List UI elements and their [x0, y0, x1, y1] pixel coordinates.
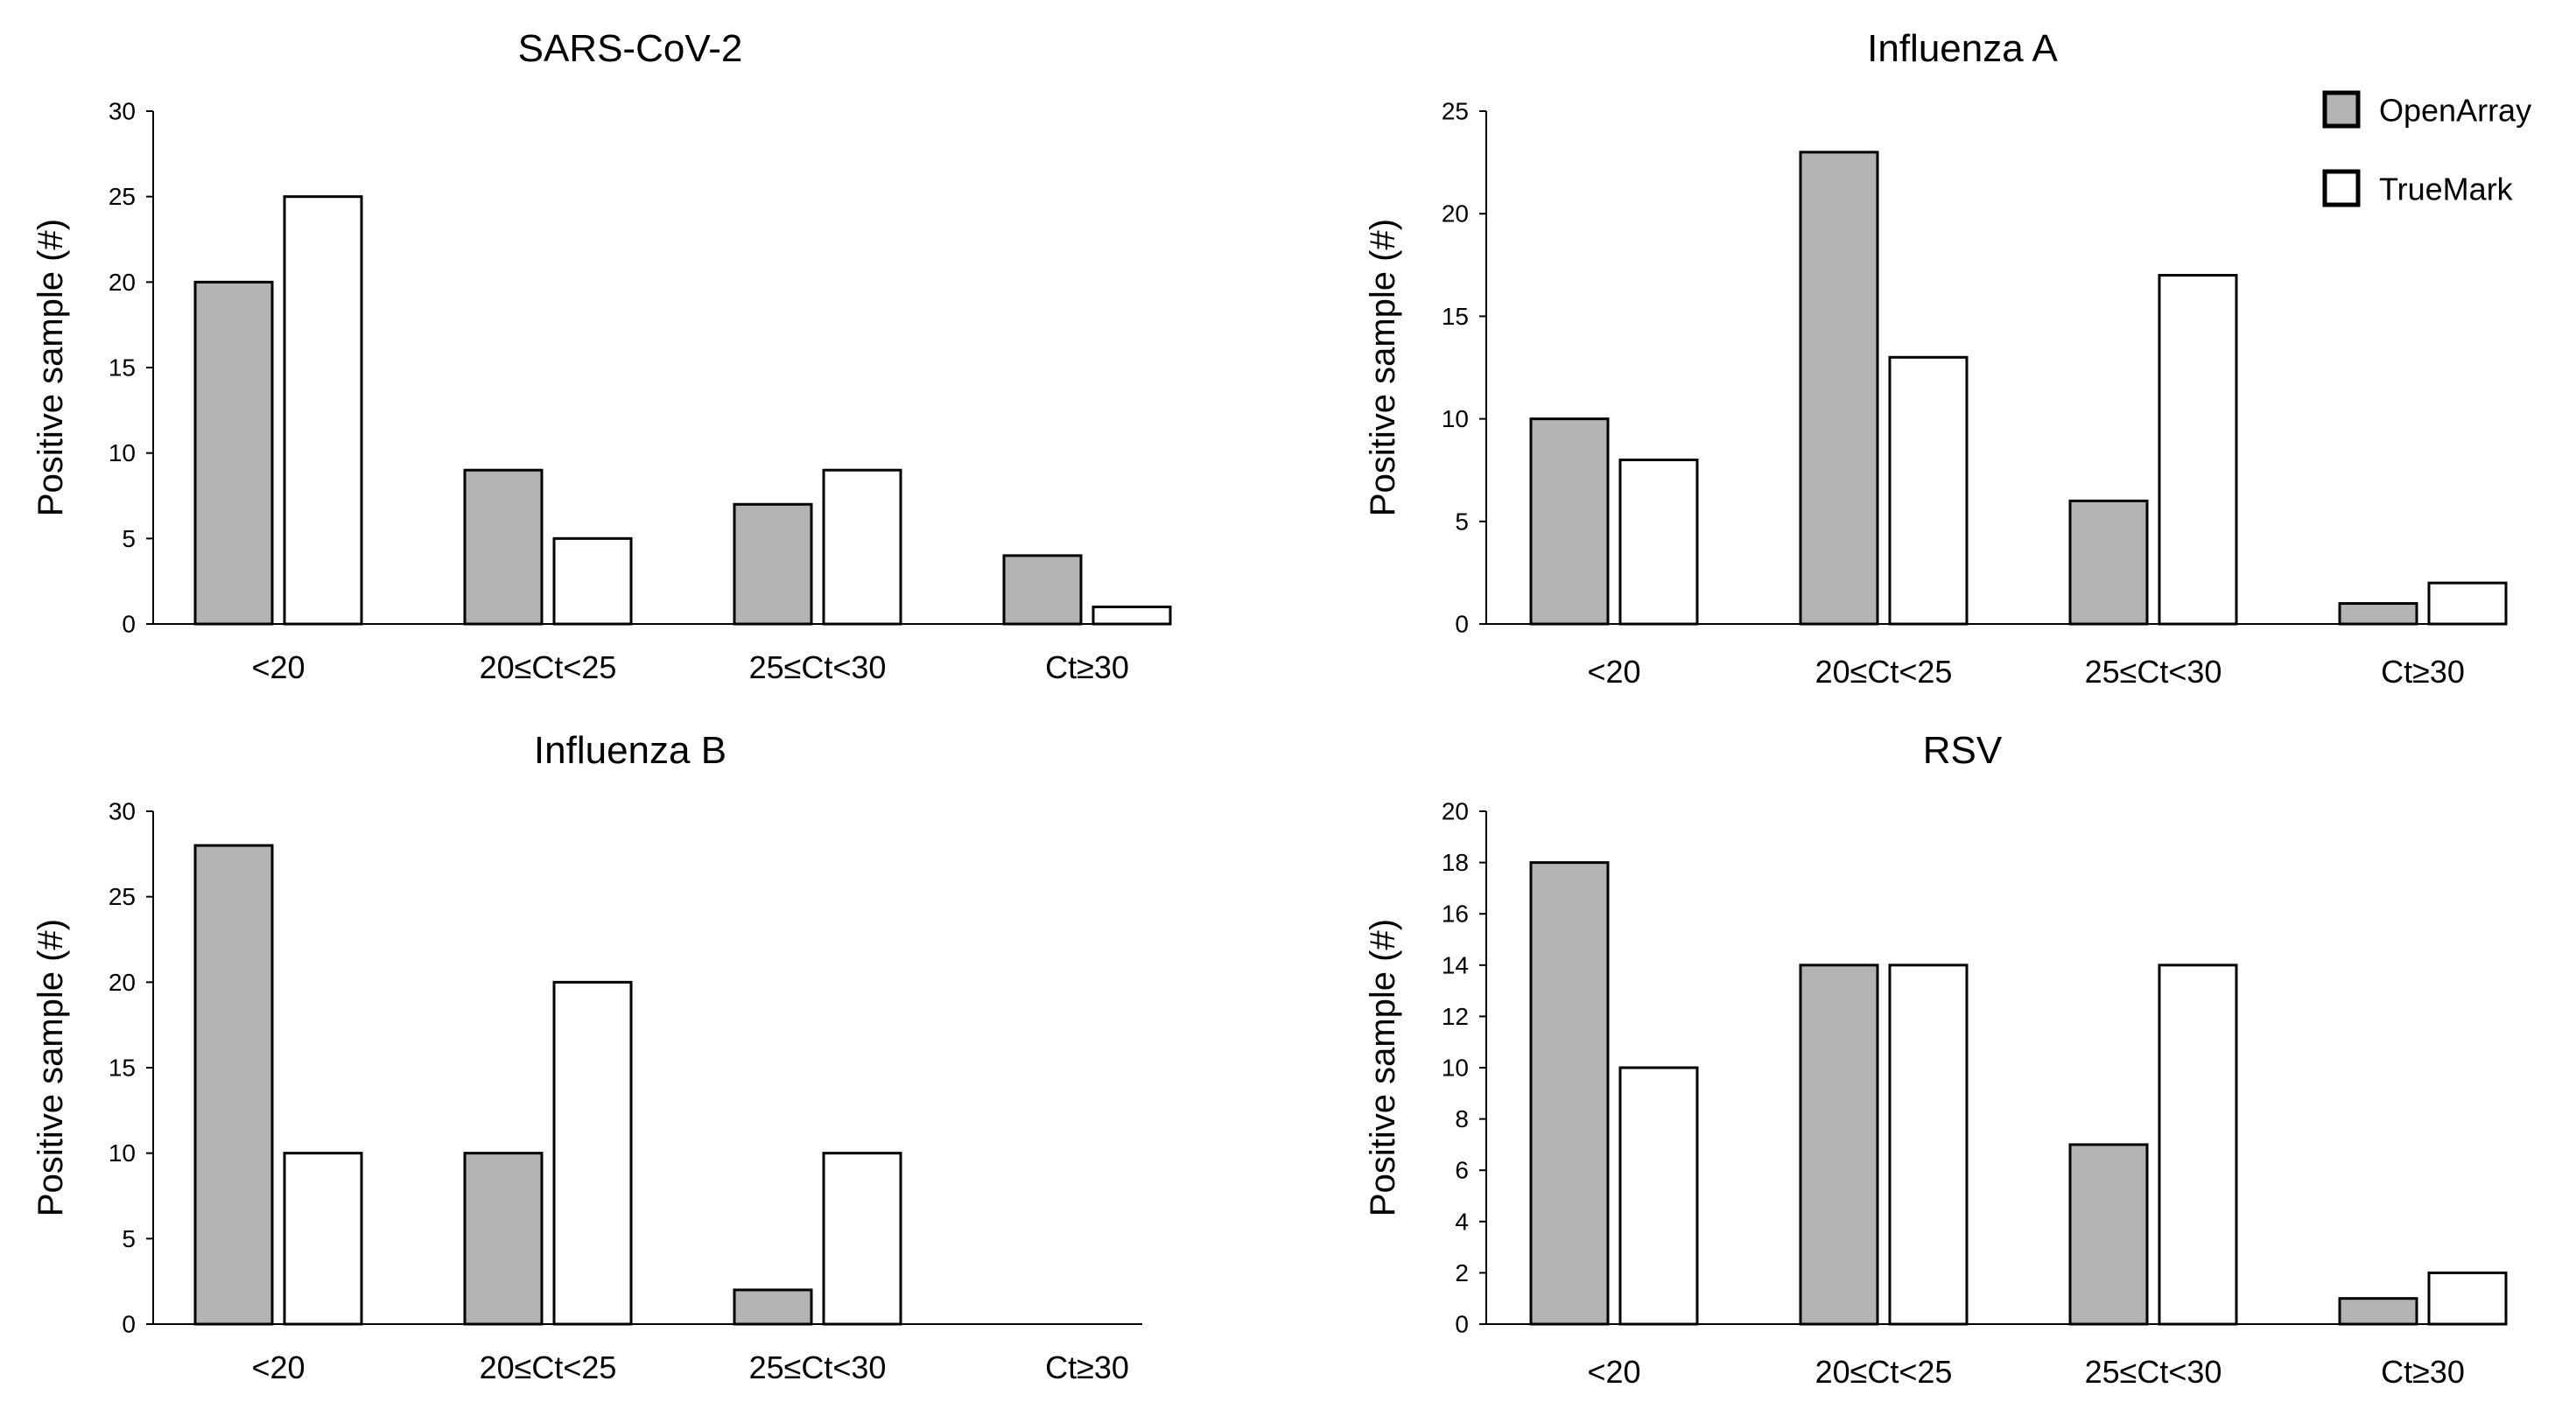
y-tick-label: 6 [1455, 1157, 1469, 1184]
bar-truemark [552, 980, 633, 1326]
bar-truemark [2158, 274, 2238, 626]
y-axis-label: Positive sample (#) [32, 919, 70, 1216]
chart-panel-influenza-a: Influenza A Positive sample (#) 0 5 10 15 20 25… [1364, 27, 2508, 690]
y-axis-label: Positive sample (#) [1364, 919, 1402, 1216]
y-tick-label: 14 [1442, 951, 1469, 978]
y-tick-label: 30 [109, 798, 136, 825]
bar-truemark [283, 1152, 363, 1326]
bar-openarray [2338, 602, 2418, 626]
y-tick-label: 10 [109, 439, 136, 466]
bar-truemark [2427, 581, 2508, 626]
y-tick-label: 4 [1455, 1208, 1469, 1235]
y-tick-label: 25 [109, 883, 136, 910]
bar-openarray [733, 502, 813, 626]
y-tick-label: 15 [1442, 303, 1469, 330]
x-category-label: 20≤Ct<25 [1815, 654, 1953, 690]
legend-label-truemark: TrueMark [2379, 172, 2514, 207]
y-tick-label: 10 [109, 1139, 136, 1167]
bar-openarray [463, 468, 544, 626]
bar-truemark [552, 536, 633, 626]
chart-title: Influenza A [1867, 27, 2058, 70]
legend-swatch-truemark [2322, 169, 2361, 207]
bar-truemark [822, 1152, 902, 1326]
x-category-label: 25≤Ct<30 [749, 649, 887, 685]
bar-openarray [1529, 417, 1610, 626]
y-tick-label: 20 [1442, 798, 1469, 825]
legend-swatch-openarray [2322, 90, 2361, 129]
y-tick-label: 5 [122, 525, 136, 552]
bar-truemark [1091, 605, 1172, 626]
y-tick-label: 12 [1442, 1003, 1469, 1030]
chart-panel-rsv: RSV Positive sample (#) 0 2 4 6 8 10 12 14 16 18 20 <… [1364, 729, 2508, 1390]
bar-openarray [463, 1152, 544, 1326]
y-tick-label: 15 [109, 1055, 136, 1082]
x-category-label: Ct≥30 [1045, 1349, 1129, 1385]
x-category-label: <20 [251, 1349, 305, 1385]
y-tick-label: 15 [109, 354, 136, 382]
x-category-label: 25≤Ct<30 [2085, 1354, 2222, 1390]
bar-truemark [822, 468, 902, 626]
y-tick-label: 0 [122, 1311, 136, 1338]
x-category-label: <20 [1587, 654, 1640, 690]
bar-openarray [193, 280, 274, 626]
y-tick-label: 5 [122, 1225, 136, 1252]
y-tick-label: 18 [1442, 849, 1469, 876]
bar-openarray [2338, 1297, 2418, 1326]
chart-title: SARS-CoV-2 [518, 27, 743, 70]
x-category-label: 25≤Ct<30 [749, 1349, 887, 1385]
legend-label-openarray: OpenArray [2379, 93, 2531, 129]
y-axis-label: Positive sample (#) [32, 219, 70, 516]
x-category-label: 20≤Ct<25 [480, 1349, 617, 1385]
y-axis-label: Positive sample (#) [1364, 219, 1402, 516]
y-tick-label: 20 [1442, 200, 1469, 228]
chart-panel-influenza-b: Influenza B Positive sample (#) 0 5 10 15 20 25… [32, 729, 1142, 1385]
x-category-label: 20≤Ct<25 [480, 649, 617, 685]
y-tick-label: 2 [1455, 1259, 1469, 1286]
bar-truemark [2158, 964, 2238, 1326]
bar-openarray [1799, 964, 1879, 1326]
x-category-label: <20 [1587, 1354, 1640, 1390]
y-tick-label: 0 [122, 611, 136, 638]
bar-openarray [193, 844, 274, 1326]
bar-openarray [2068, 499, 2149, 626]
y-tick-label: 25 [109, 183, 136, 210]
y-tick-label: 10 [1442, 405, 1469, 432]
y-tick-label: 25 [1442, 98, 1469, 125]
bar-truemark [1618, 1066, 1699, 1326]
bar-truemark [1618, 458, 1699, 626]
chart-panel-sars-cov-2: SARS-CoV-2 Positive sample (#) 0 5 10 15 20 25 3… [32, 27, 1172, 685]
bar-openarray [1799, 151, 1879, 626]
x-category-label: Ct≥30 [2381, 1354, 2465, 1390]
x-category-label: 20≤Ct<25 [1815, 1354, 1953, 1390]
bar-openarray [1529, 861, 1610, 1326]
x-category-label: 25≤Ct<30 [2085, 654, 2222, 690]
y-tick-label: 10 [1442, 1055, 1469, 1082]
bar-openarray [1002, 554, 1083, 626]
chart-title: Influenza B [534, 729, 726, 772]
y-tick-label: 16 [1442, 901, 1469, 928]
y-tick-label: 5 [1455, 508, 1469, 535]
chart-title: RSV [1923, 729, 2003, 772]
bar-openarray [2068, 1143, 2149, 1326]
y-tick-label: 8 [1455, 1105, 1469, 1132]
bar-truemark [283, 195, 363, 626]
x-category-label: <20 [251, 649, 305, 685]
y-tick-label: 0 [1455, 611, 1469, 638]
y-tick-label: 20 [109, 969, 136, 996]
bar-truemark [1888, 964, 1969, 1326]
legend: OpenArray TrueMark [2322, 90, 2531, 207]
y-tick-label: 30 [109, 98, 136, 125]
y-tick-label: 0 [1455, 1311, 1469, 1338]
bar-truemark [1888, 355, 1969, 626]
x-category-label: Ct≥30 [2381, 654, 2465, 690]
bar-openarray [733, 1288, 813, 1326]
bar-truemark [2427, 1271, 2508, 1326]
x-category-label: Ct≥30 [1045, 649, 1129, 685]
y-tick-label: 20 [109, 269, 136, 296]
